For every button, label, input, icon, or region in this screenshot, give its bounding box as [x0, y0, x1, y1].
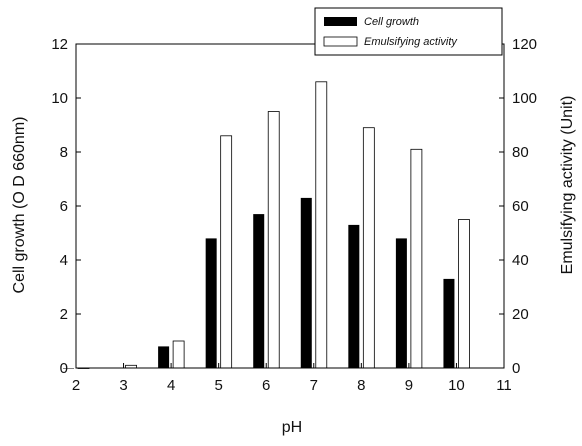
x-tick-label: 8 [357, 377, 365, 394]
y-axis-title-right: Emulsifying activity (Unit) [559, 96, 576, 275]
legend-label-cell-growth: Cell growth [364, 16, 419, 28]
bars-layer [63, 81, 470, 369]
bar-emulsifying-activity [220, 135, 233, 369]
x-tick-label: 11 [496, 377, 512, 394]
y-tick-label-right: 120 [512, 36, 537, 53]
y-tick-label-right: 20 [512, 306, 529, 323]
y-tick-label-right: 100 [512, 90, 537, 107]
bar-cell-growth [300, 197, 312, 368]
legend-swatch-emulsifying-activity [323, 36, 358, 47]
y-axis-title-left: Cell growth (O D 660nm) [11, 117, 28, 294]
y-tick-label-right: 40 [512, 252, 529, 269]
plot-frame [75, 43, 505, 369]
bar-cell-growth [348, 224, 360, 368]
bar-cell-growth [395, 238, 407, 368]
x-tick-label: 2 [72, 377, 80, 394]
x-tick-label: 3 [119, 377, 127, 394]
bar-cell-growth [443, 278, 455, 368]
y-tick-label-left: 6 [60, 198, 68, 215]
y-tick-label-left: 2 [60, 306, 68, 323]
y-tick-label-right: 80 [512, 144, 529, 161]
bar-cell-growth [63, 368, 74, 369]
legend-swatch-cell-growth [324, 17, 357, 26]
legend-label-emulsifying-activity: Emulsifying activity [364, 36, 458, 48]
x-tick-label: 4 [167, 377, 175, 394]
x-tick-label: 10 [448, 377, 465, 394]
y-tick-label-left: 12 [51, 36, 68, 53]
legend: Cell growth Emulsifying activity [314, 7, 503, 56]
bar-emulsifying-activity [172, 340, 185, 369]
y-tick-label-left: 8 [60, 144, 68, 161]
bar-emulsifying-activity [315, 81, 328, 369]
bar-cell-growth [205, 238, 217, 368]
y-tick-label-left: 4 [60, 252, 68, 269]
bar-emulsifying-activity [267, 111, 280, 369]
x-tick-label: 7 [310, 377, 318, 394]
x-tick-label: 9 [405, 377, 413, 394]
y-tick-label-right: 0 [512, 360, 520, 377]
y-tick-label-left: 0 [60, 360, 68, 377]
x-tick-label: 6 [262, 377, 270, 394]
bar-cell-growth [253, 214, 265, 368]
x-axis-title: pH [282, 419, 302, 436]
bar-emulsifying-activity [458, 219, 470, 369]
bar-emulsifying-activity [362, 127, 375, 369]
y-tick-label-left: 10 [51, 90, 68, 107]
bar-emulsifying-activity [410, 148, 423, 369]
legend-box [314, 7, 503, 56]
y-tick-label-right: 60 [512, 198, 529, 215]
bar-cell-growth [158, 346, 170, 368]
x-tick-label: 5 [214, 377, 222, 394]
